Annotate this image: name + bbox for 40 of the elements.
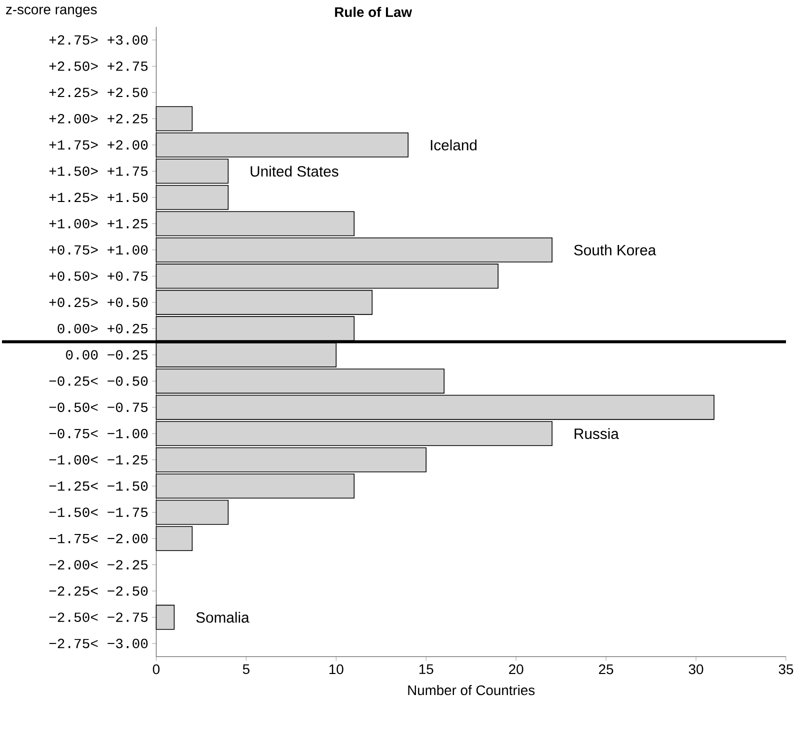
- y-tick-label: +2.25> +2.50: [49, 88, 148, 98]
- y-tick-label: +2.50> +2.75: [49, 61, 148, 71]
- x-tick-label: 35: [778, 664, 794, 674]
- y-axis-title: z-score ranges: [6, 6, 97, 18]
- x-tick-label: 25: [599, 664, 614, 674]
- y-tick-label: +0.25> +0.50: [49, 298, 148, 308]
- y-tick-label: +2.00> +2.25: [49, 114, 148, 124]
- x-axis-title: Number of Countries: [408, 684, 535, 696]
- y-tick-label: −1.00< −1.25: [49, 455, 148, 464]
- annotation: Iceland: [430, 139, 476, 150]
- y-tick-label: +0.75> +1.00: [49, 245, 148, 255]
- y-tick-label: −2.25< −2.50: [49, 586, 148, 596]
- y-tick-label: +2.75> +3.00: [49, 35, 148, 45]
- y-tick-label: +1.50> +1.75: [49, 166, 148, 176]
- y-tick-label: +1.00> +1.25: [49, 218, 148, 228]
- annotation: United States: [250, 166, 338, 177]
- x-tick-label: 20: [509, 664, 524, 674]
- annotation: Russia: [574, 428, 619, 439]
- y-tick-label: +0.50> +0.75: [49, 271, 148, 281]
- x-tick-label: 15: [419, 664, 434, 674]
- y-tick-label: +1.75> +2.00: [49, 140, 148, 150]
- x-tick-label: 10: [329, 664, 344, 674]
- y-tick-label: −1.75< −2.00: [49, 534, 148, 544]
- y-tick-label: −0.75< −1.00: [49, 428, 148, 438]
- x-tick-label: 5: [242, 664, 250, 674]
- y-tick-label: −0.50< −0.75: [49, 402, 148, 412]
- y-tick-label: 0.00 −0.25: [66, 350, 148, 360]
- x-tick-label: 0: [152, 664, 160, 674]
- chart-title: Rule of Law: [335, 6, 412, 17]
- y-tick-label: +1.25> +1.50: [49, 192, 148, 202]
- y-tick-label: −0.25< −0.50: [49, 376, 148, 386]
- annotation: South Korea: [574, 244, 656, 256]
- y-tick-label: 0.00> +0.25: [58, 324, 148, 334]
- y-tick-label: −2.75< −3.00: [49, 638, 148, 648]
- y-tick-label: −1.50< −1.75: [49, 508, 148, 517]
- x-tick-label: 30: [688, 664, 704, 674]
- y-tick-label: −1.25< −1.50: [49, 481, 148, 491]
- y-tick-label: −2.00< −2.25: [49, 560, 148, 570]
- y-tick-label: −2.50< −2.75: [49, 612, 148, 622]
- annotation: Somalia: [196, 612, 250, 623]
